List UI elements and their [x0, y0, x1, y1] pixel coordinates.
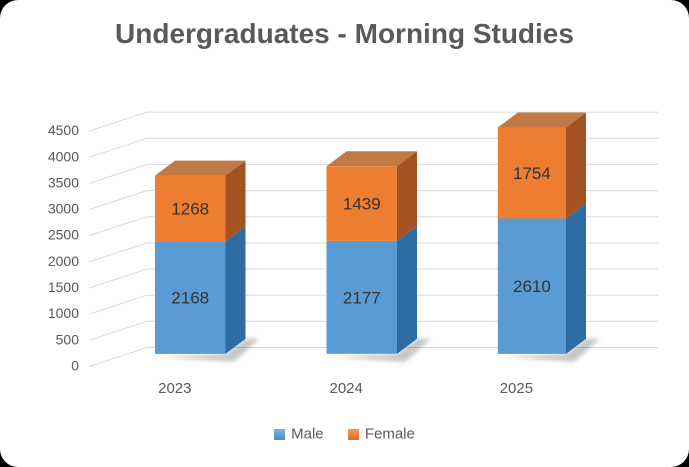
svg-text:2610: 2610 — [513, 277, 551, 296]
svg-text:4000: 4000 — [48, 148, 79, 164]
svg-text:1500: 1500 — [48, 279, 79, 295]
svg-text:2168: 2168 — [171, 289, 209, 308]
svg-text:2000: 2000 — [48, 253, 79, 269]
svg-text:1754: 1754 — [513, 164, 551, 183]
svg-text:500: 500 — [56, 331, 80, 347]
svg-text:2023: 2023 — [158, 380, 191, 397]
svg-text:3500: 3500 — [48, 174, 79, 190]
svg-text:2500: 2500 — [48, 227, 79, 243]
svg-text:0: 0 — [71, 358, 79, 374]
svg-text:1000: 1000 — [48, 305, 79, 321]
svg-text:1268: 1268 — [171, 200, 209, 219]
svg-text:2024: 2024 — [330, 380, 363, 397]
svg-text:4500: 4500 — [48, 122, 79, 138]
svg-text:3000: 3000 — [48, 201, 79, 217]
svg-text:2025: 2025 — [500, 380, 533, 397]
svg-text:2177: 2177 — [343, 288, 381, 307]
svg-text:1439: 1439 — [343, 195, 381, 214]
